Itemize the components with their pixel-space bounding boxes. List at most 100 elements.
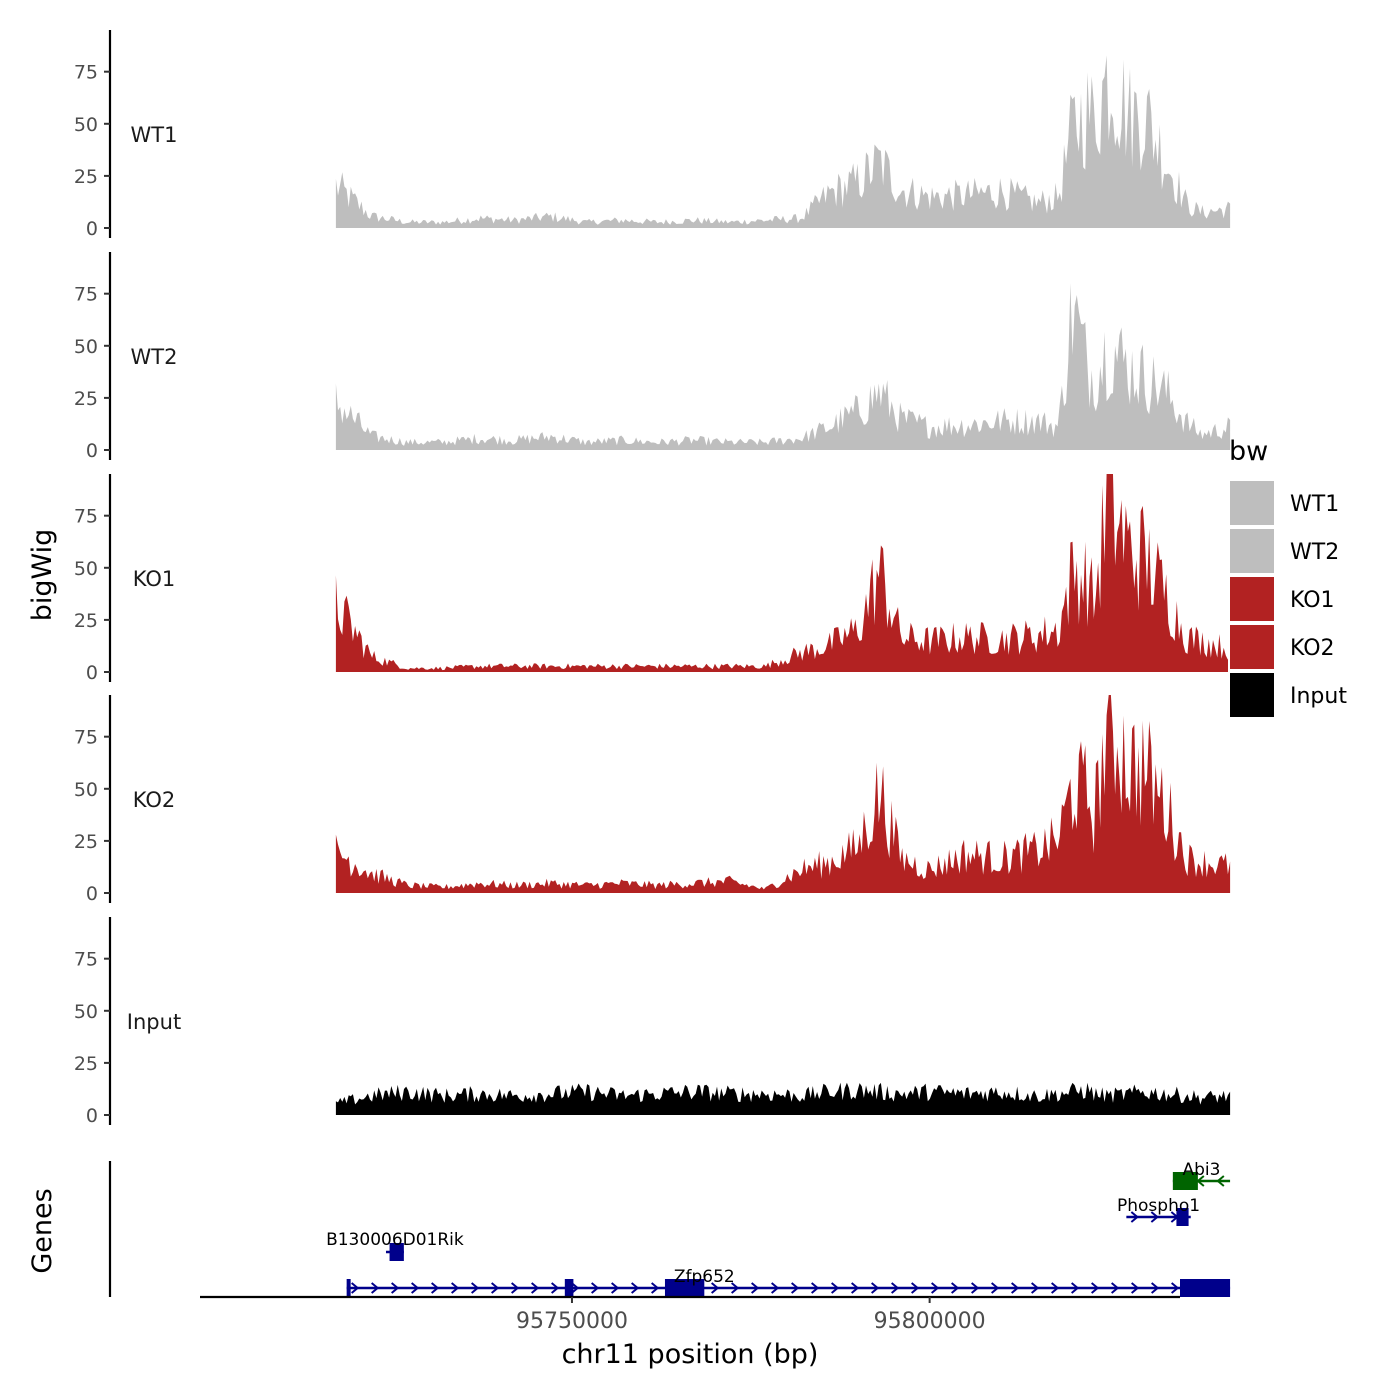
y-tick-label: 50 [74, 114, 98, 136]
y-tick-label: 0 [86, 883, 98, 905]
y-tick-label: 50 [74, 558, 98, 580]
strand-arrow [1070, 1282, 1080, 1294]
y-tick-label: 25 [74, 166, 98, 188]
y-tick-label: 0 [86, 1105, 98, 1127]
strand-arrow [1170, 1282, 1180, 1294]
track-wt2: 0 25 50 75 WT2 [74, 252, 1231, 462]
track-label: WT2 [131, 345, 178, 369]
x-tick-label: 95800000 [874, 1309, 986, 1334]
x-axis: 95750000 95800000 [200, 1295, 1180, 1334]
strand-arrow [1090, 1282, 1100, 1294]
strand-arrow [611, 1282, 620, 1294]
strand-arrow [751, 1282, 760, 1294]
legend-label-wt2: WT2 [1290, 540, 1339, 565]
exon [1176, 1208, 1189, 1226]
strand-arrow [791, 1282, 800, 1294]
track-panels: 0 25 50 75 WT1 0 25 50 75 WT2 0 25 50 75 KO1 0 25 50 75 KO2… [74, 30, 1231, 1127]
strand-arrow [931, 1282, 940, 1294]
y-tick-label: 75 [74, 506, 98, 528]
gene-label: Zfp652 [674, 1267, 735, 1287]
strand-arrow [1010, 1282, 1020, 1294]
exon [564, 1279, 574, 1297]
y-axis-title: bigWig [27, 529, 58, 622]
genes-axis-title: Genes [27, 1188, 58, 1273]
strand-arrow [1030, 1282, 1040, 1294]
legend-label-ko2: KO2 [1290, 636, 1335, 661]
strand-arrow [1216, 1175, 1225, 1187]
legend-label-input: Input [1290, 684, 1347, 709]
legend-key-ko1 [1228, 575, 1276, 623]
legend-label-ko1: KO1 [1290, 588, 1335, 613]
gene-abi3: Abi3 [1172, 1160, 1231, 1190]
y-tick-label: 25 [74, 831, 98, 853]
y-tick-label: 50 [74, 336, 98, 358]
gene-label: B130006D01Rik [326, 1230, 464, 1250]
strand-arrow [771, 1282, 780, 1294]
strand-arrow [571, 1282, 580, 1294]
coverage-area-input [335, 1082, 1231, 1115]
strand-arrow [711, 1282, 720, 1294]
strand-arrow [431, 1282, 440, 1294]
exon [1180, 1279, 1231, 1297]
strand-arrow [851, 1282, 860, 1294]
strand-arrow [651, 1282, 660, 1294]
strand-arrow [391, 1282, 400, 1294]
track-ko1: 0 25 50 75 KO1 [74, 474, 1231, 684]
y-tick-label: 0 [86, 440, 98, 462]
strand-arrow [1150, 1282, 1160, 1294]
strand-arrow [511, 1282, 520, 1294]
y-tick-label: 75 [74, 949, 98, 971]
strand-arrow [591, 1282, 600, 1294]
strand-arrow [1110, 1282, 1120, 1294]
track-label: WT1 [131, 123, 178, 147]
strand-arrow [1050, 1282, 1060, 1294]
strand-arrow [891, 1282, 900, 1294]
coverage-area-ko2 [335, 695, 1231, 893]
exon [346, 1279, 351, 1297]
track-ko2: 0 25 50 75 KO2 [74, 695, 1231, 905]
y-tick-label: 75 [74, 284, 98, 306]
exon [389, 1243, 404, 1261]
track-input: 0 25 50 75 Input [74, 917, 1231, 1127]
strand-arrow [491, 1282, 500, 1294]
strand-arrow [951, 1282, 960, 1294]
strand-arrow [531, 1282, 540, 1294]
strand-arrow [471, 1282, 480, 1294]
y-tick-label: 75 [74, 727, 98, 749]
strand-arrow [411, 1282, 420, 1294]
legend-key-wt1 [1228, 479, 1276, 527]
gene-zfp652: Zfp652 [346, 1267, 1231, 1297]
y-tick-label: 25 [74, 388, 98, 410]
strand-arrow [971, 1282, 980, 1294]
gene-label: Phospho1 [1117, 1196, 1200, 1216]
strand-arrow [1130, 1282, 1140, 1294]
x-tick-label: 95750000 [516, 1309, 628, 1334]
y-tick-label: 75 [74, 62, 98, 84]
strand-arrow [831, 1282, 840, 1294]
legend-key-wt2 [1228, 527, 1276, 575]
y-tick-label: 0 [86, 662, 98, 684]
legend: bw WT1 WT2 KO1 KO2 Input [1228, 436, 1347, 719]
strand-arrow [991, 1282, 1000, 1294]
x-axis-title: chr11 position (bp) [562, 1339, 819, 1370]
strand-arrow [551, 1282, 560, 1294]
legend-label-wt1: WT1 [1290, 492, 1339, 517]
track-label: Input [127, 1010, 181, 1034]
legend-key-input [1228, 671, 1276, 719]
exon [1172, 1172, 1198, 1190]
y-tick-label: 0 [86, 218, 98, 240]
gene-track: Zfp652 B130006D01Rik Phospho1 Abi3 [108, 1160, 1231, 1297]
strand-arrow [731, 1282, 740, 1294]
gene-phospho1: Phospho1 [1117, 1196, 1200, 1226]
y-tick-label: 50 [74, 779, 98, 801]
coverage-area-ko1 [335, 474, 1231, 672]
strand-arrow [451, 1282, 460, 1294]
coverage-area-wt1 [335, 55, 1231, 229]
strand-arrow [871, 1282, 880, 1294]
strand-arrow [371, 1282, 380, 1294]
y-tick-label: 25 [74, 610, 98, 632]
strand-arrow [351, 1282, 360, 1294]
strand-arrow [1150, 1211, 1159, 1223]
strand-arrow [811, 1282, 820, 1294]
